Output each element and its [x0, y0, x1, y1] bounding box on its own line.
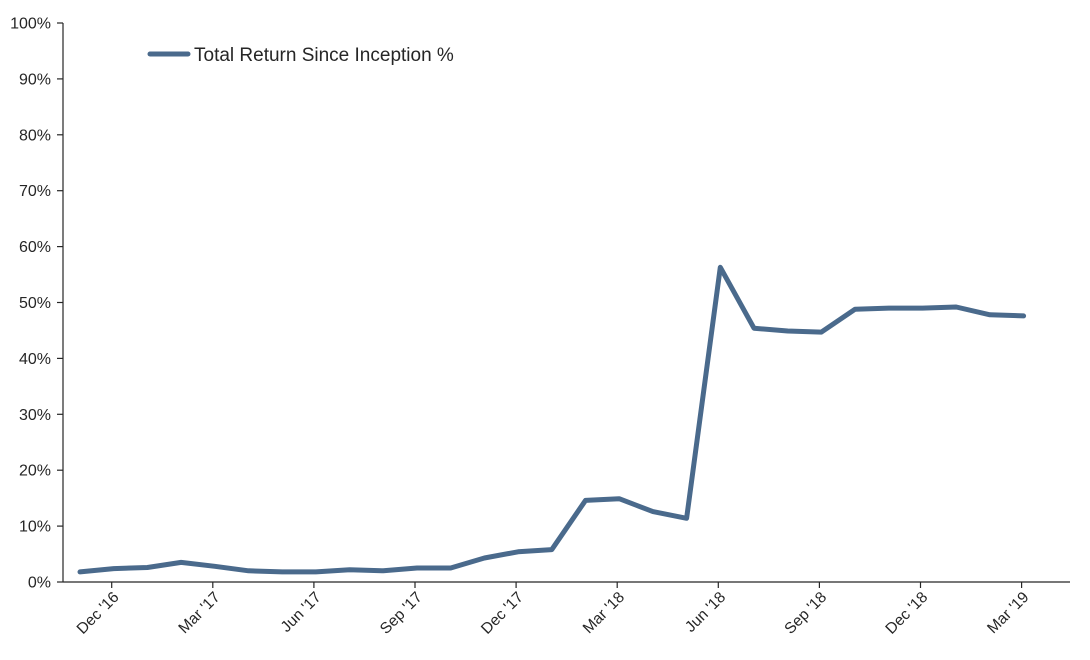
y-tick-label: 10% — [19, 519, 51, 536]
x-tick-label: Sep '18 — [781, 589, 830, 638]
legend: Total Return Since Inception % — [150, 45, 454, 66]
y-tick-label: 80% — [19, 127, 51, 144]
y-tick-label: 100% — [10, 16, 51, 33]
x-tick-label: Jun '17 — [278, 589, 325, 636]
y-tick-label: 0% — [28, 575, 51, 592]
x-tick-label: Dec '16 — [74, 589, 123, 638]
y-tick-label: 90% — [19, 71, 51, 88]
y-tick-label: 30% — [19, 407, 51, 424]
y-tick-label: 60% — [19, 239, 51, 256]
x-tick-label: Mar '17 — [175, 589, 223, 637]
legend-label: Total Return Since Inception % — [194, 45, 454, 66]
x-tick-label: Mar '18 — [580, 589, 628, 637]
x-tick-label: Jun '18 — [682, 589, 729, 636]
y-axis-ticks: 0% 10% 20% 30% 40% 50% 60% 70% 80% 90% 100% — [10, 16, 63, 592]
x-tick-label: Sep '17 — [377, 589, 426, 638]
y-tick-label: 50% — [19, 295, 51, 312]
x-tick-label: Dec '17 — [478, 589, 527, 638]
series-group — [80, 267, 1024, 572]
series-line — [80, 267, 1024, 572]
x-tick-label: Dec '18 — [882, 589, 931, 638]
x-tick-label: Mar '19 — [984, 589, 1032, 637]
y-tick-label: 40% — [19, 351, 51, 368]
x-axis-ticks: Dec '16 Mar '17 Jun '17 Sep '17 Dec '17 Mar '… — [74, 582, 1033, 638]
y-tick-label: 20% — [19, 463, 51, 480]
y-tick-label: 70% — [19, 183, 51, 200]
